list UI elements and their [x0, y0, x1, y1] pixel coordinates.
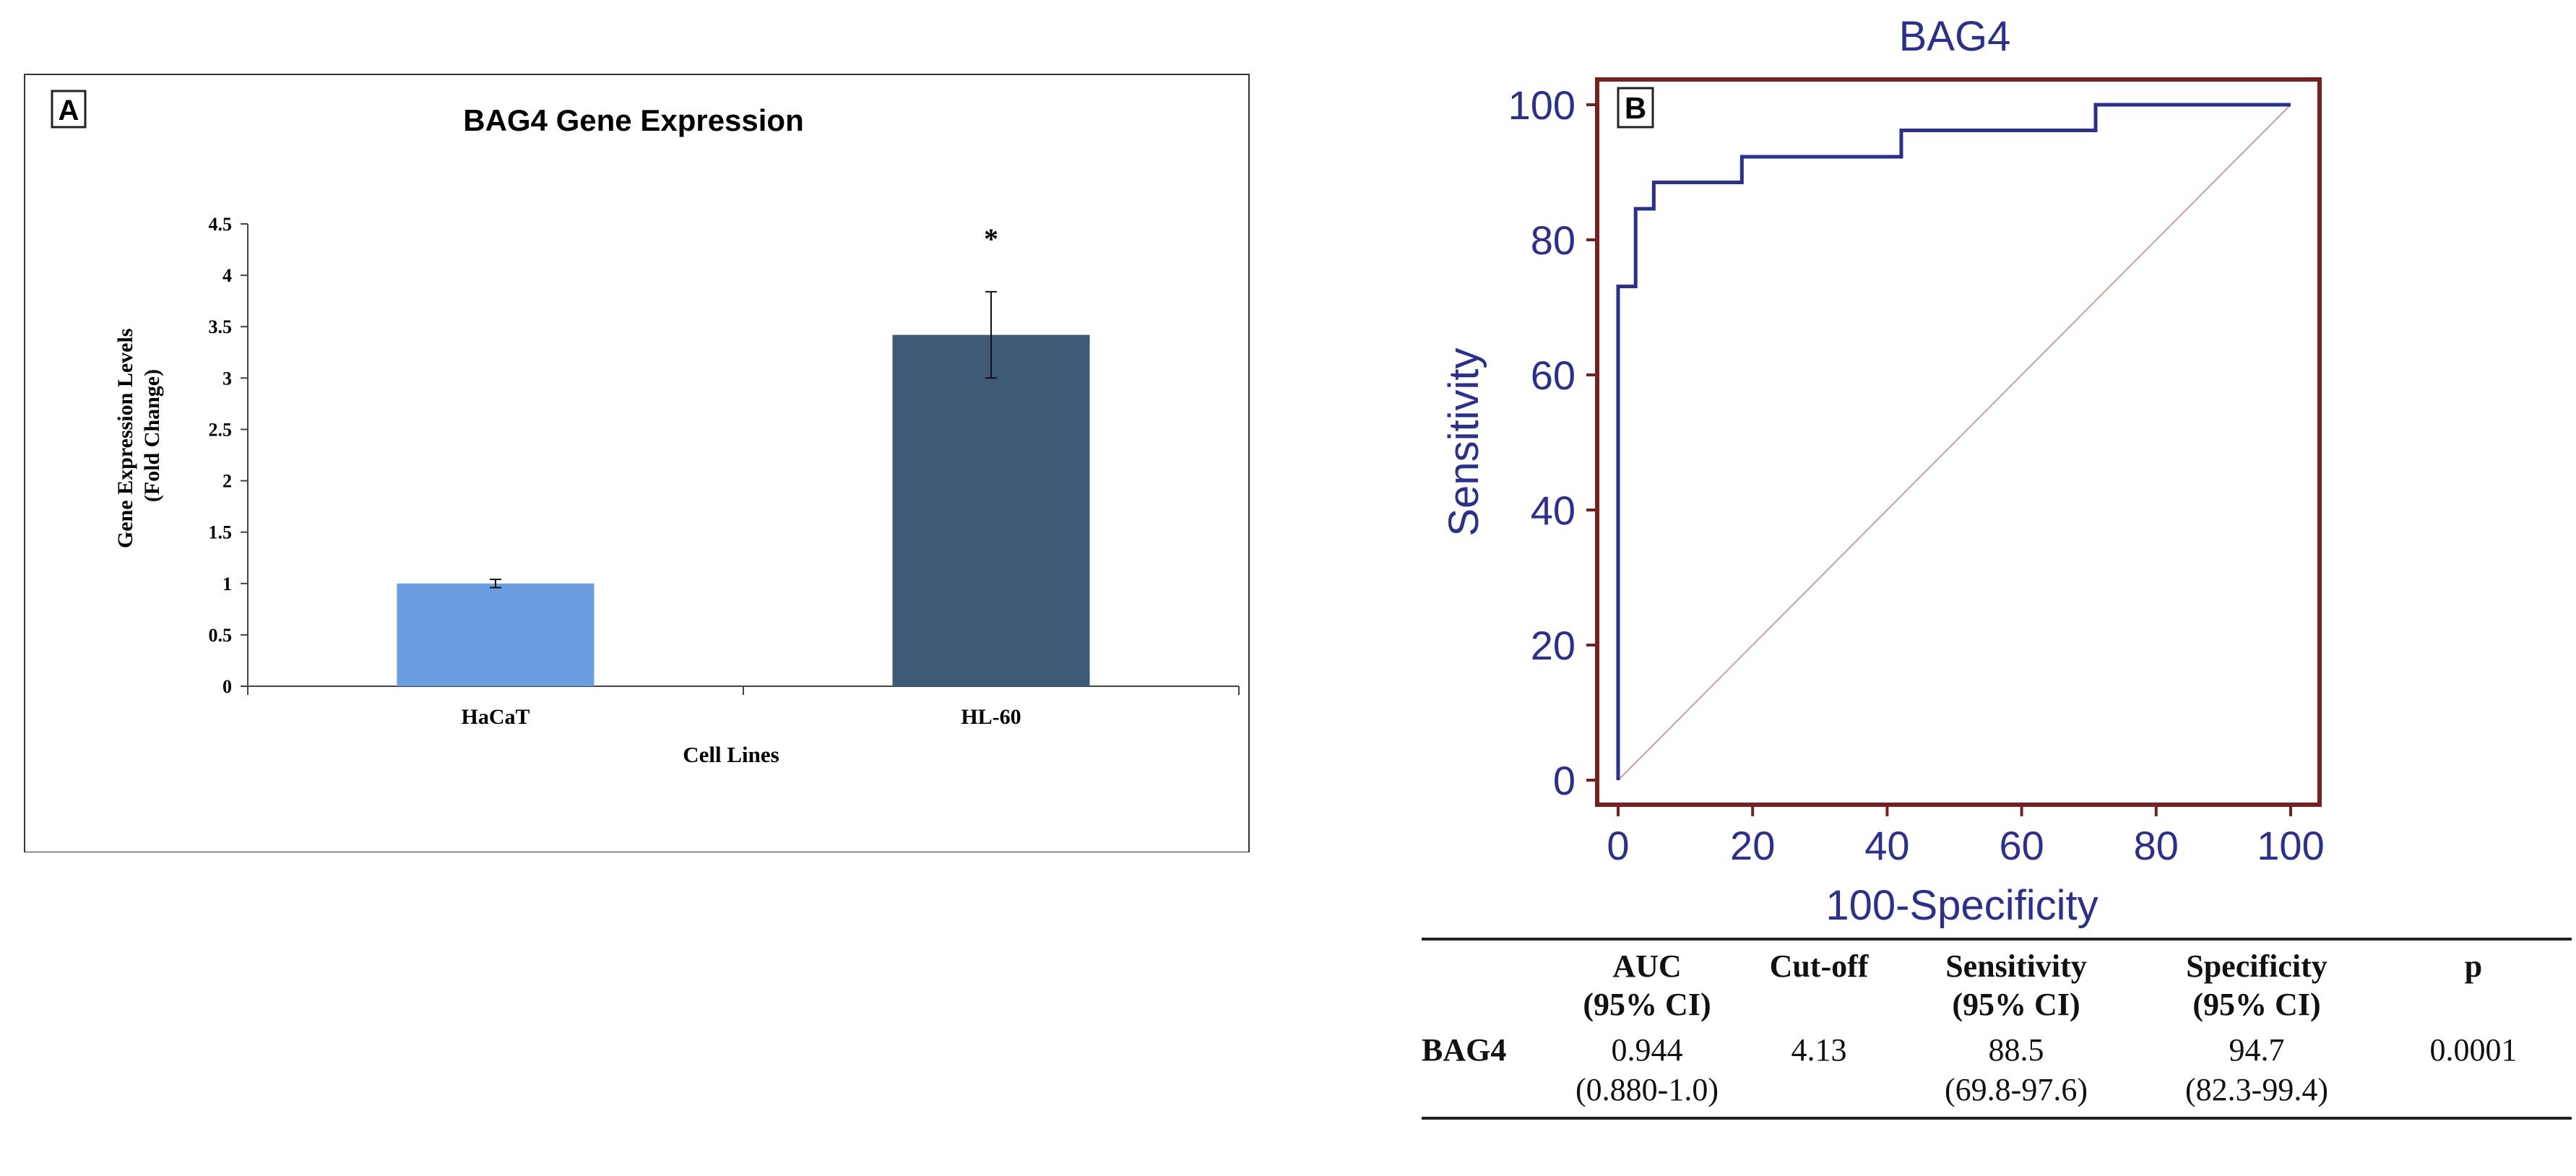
panel-b-label-box — [1617, 87, 1654, 129]
cell-p: 0.0001 — [2429, 1032, 2517, 1068]
bar-hl-60 — [892, 334, 1090, 686]
panel-a-label: A — [59, 95, 79, 126]
x-tick-label: HaCaT — [461, 705, 530, 729]
chart-a-ylabel-line2: (Fold Change) — [140, 369, 164, 502]
cell-cutoff: 4.13 — [1791, 1032, 1847, 1068]
x-tick-label: 80 — [2134, 823, 2179, 868]
y-tick-label: 20 — [1531, 623, 1576, 668]
roc-curve-line — [1616, 103, 2291, 780]
y-tick-label: 4.5 — [209, 214, 233, 235]
chart-a-ylabel-line1: Gene Expression Levels — [113, 329, 137, 548]
chart-a-ylabel: Gene Expression Levels (Fold Change) — [113, 323, 164, 548]
significance-marker: * — [984, 222, 998, 255]
y-tick-label: 3 — [222, 368, 232, 389]
chart-b-xlabel: 100-Specificity — [1825, 882, 2098, 929]
table-header-p: p — [2464, 948, 2483, 984]
y-tick-label: 1.5 — [209, 522, 233, 543]
chart-a-title: BAG4 Gene Expression — [463, 103, 804, 137]
table-header-auc: AUC (95% CI) — [1583, 948, 1711, 1022]
chart-b-plot-area: 0 20 40 60 80 100 0 20 40 60 80 100 — [1508, 82, 2325, 868]
panel-b-frame — [1595, 77, 2322, 807]
y-tick-label: 40 — [1531, 488, 1576, 533]
table-header-specificity: Specificity (95% CI) — [2186, 948, 2328, 1022]
table-header-empty — [1422, 939, 1550, 1024]
cell-sensitivity: 88.5 (69.8-97.6) — [1945, 1032, 2088, 1107]
x-tick-label: 20 — [1730, 823, 1775, 868]
chart-b-title: BAG4 — [1899, 13, 2011, 60]
table-row: BAG4 0.944 (0.880-1.0) 4.13 88.5 (69.8-9… — [1422, 1024, 2572, 1118]
row-label: BAG4 — [1422, 1032, 1507, 1068]
x-tick-label: 100 — [2257, 823, 2324, 868]
cell-specificity: 94.7 (82.3-99.4) — [2185, 1032, 2328, 1107]
x-tick-label: 0 — [1607, 823, 1629, 868]
y-tick-label: 2.5 — [209, 419, 233, 440]
table-header-sensitivity: Sensitivity (95% CI) — [1945, 948, 2087, 1022]
panel-a-label-box — [51, 90, 87, 129]
y-tick-label: 60 — [1531, 353, 1576, 398]
y-tick-label: 4 — [222, 265, 232, 286]
chart-a-plot-area: 0 0.5 1 1.5 2 2.5 3 3.5 4 4.5 HaCaT HL-60 * — [209, 214, 1240, 729]
roc-statistics-table: AUC (95% CI) Cut-off Sensitivity (95% CI… — [1422, 938, 2572, 1120]
y-tick-label: 3.5 — [209, 316, 233, 337]
table-header-cutoff: Cut-off — [1769, 948, 1869, 984]
chart-b-ylabel: Sensitivity — [1440, 347, 1487, 536]
panel-b-label: B — [1625, 91, 1646, 125]
roc-chart: BAG4 B Sensitivity 100-Specificity 0 20 40… — [1440, 13, 2325, 929]
cell-auc: 0.944 (0.880-1.0) — [1576, 1032, 1719, 1107]
y-tick-label: 2 — [222, 471, 232, 492]
y-tick-label: 100 — [1508, 82, 1576, 128]
reference-line — [1617, 104, 2291, 781]
y-tick-label: 0 — [1553, 758, 1576, 803]
x-tick-label: 60 — [1999, 823, 2044, 868]
y-tick-label: 0.5 — [209, 625, 233, 646]
table-header-row: AUC (95% CI) Cut-off Sensitivity (95% CI… — [1422, 939, 2572, 1024]
y-tick-label: 1 — [222, 574, 232, 595]
x-tick-label: 40 — [1864, 823, 1909, 868]
bar-hacat — [397, 583, 595, 686]
y-tick-label: 80 — [1531, 217, 1576, 263]
chart-a-xlabel: Cell Lines — [683, 742, 779, 767]
bar-chart: A BAG4 Gene Expression Gene Expression L… — [24, 74, 1250, 852]
y-tick-label: 0 — [222, 676, 232, 697]
x-tick-label: HL-60 — [961, 705, 1021, 729]
